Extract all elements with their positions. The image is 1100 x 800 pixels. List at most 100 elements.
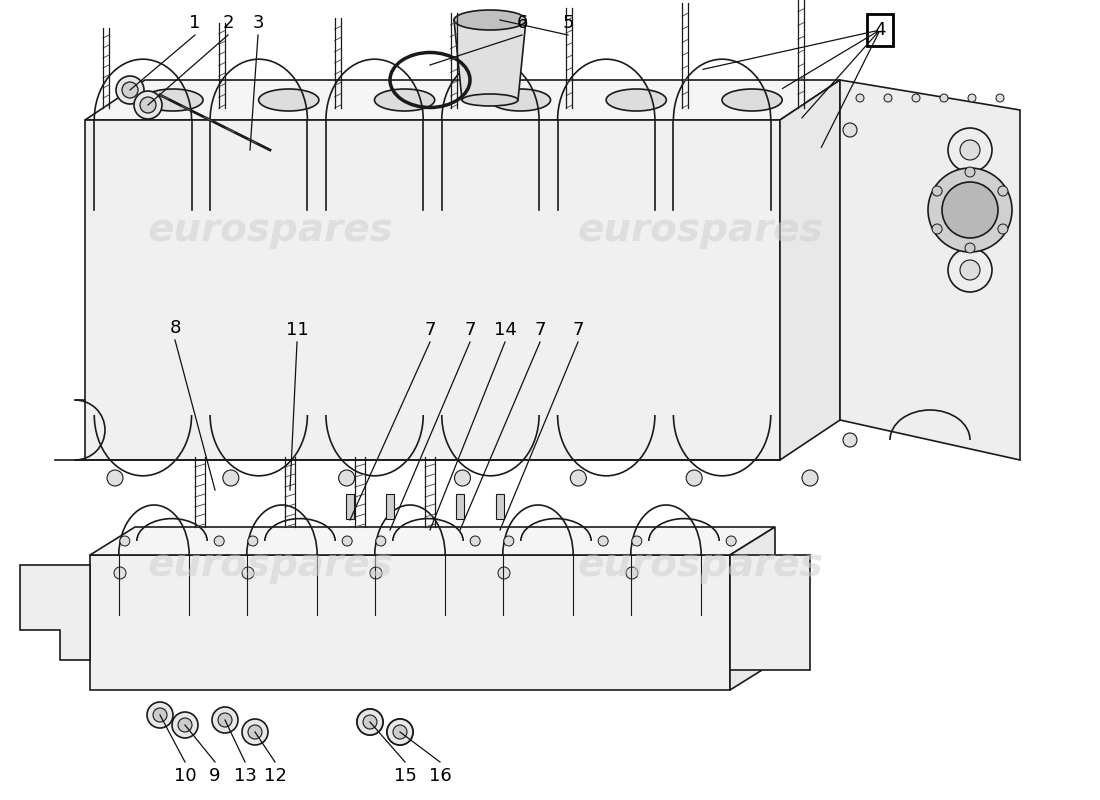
Circle shape (726, 536, 736, 546)
Circle shape (223, 470, 239, 486)
Circle shape (218, 713, 232, 727)
Ellipse shape (491, 89, 550, 111)
Circle shape (932, 186, 942, 196)
Circle shape (996, 94, 1004, 102)
Circle shape (363, 715, 377, 729)
Circle shape (387, 719, 412, 745)
Circle shape (172, 712, 198, 738)
Polygon shape (840, 80, 1020, 460)
Circle shape (387, 719, 412, 745)
Circle shape (968, 94, 976, 102)
Text: 1: 1 (189, 14, 200, 32)
Polygon shape (90, 555, 730, 690)
Polygon shape (85, 80, 840, 120)
Polygon shape (730, 555, 810, 670)
Text: eurospares: eurospares (147, 546, 393, 584)
Circle shape (363, 715, 377, 729)
Polygon shape (85, 120, 780, 460)
Circle shape (393, 725, 407, 739)
Circle shape (122, 82, 138, 98)
Polygon shape (456, 494, 464, 519)
Circle shape (339, 470, 354, 486)
Text: 7: 7 (464, 321, 475, 339)
Text: 7: 7 (425, 321, 436, 339)
Circle shape (214, 536, 224, 546)
Circle shape (140, 97, 156, 113)
Text: 7: 7 (572, 321, 584, 339)
Text: eurospares: eurospares (578, 546, 823, 584)
Text: 4: 4 (874, 21, 886, 39)
Circle shape (686, 470, 702, 486)
Text: 7: 7 (535, 321, 546, 339)
Text: 13: 13 (233, 767, 256, 785)
Ellipse shape (606, 89, 667, 111)
Circle shape (960, 140, 980, 160)
Circle shape (965, 167, 975, 177)
Ellipse shape (722, 89, 782, 111)
Ellipse shape (258, 89, 319, 111)
Circle shape (856, 94, 864, 102)
Text: 2: 2 (222, 14, 233, 32)
Circle shape (754, 567, 766, 579)
Circle shape (242, 567, 254, 579)
Circle shape (153, 708, 167, 722)
Circle shape (940, 94, 948, 102)
Circle shape (470, 536, 481, 546)
Polygon shape (454, 20, 526, 100)
Text: 3: 3 (252, 14, 264, 32)
Text: 5: 5 (562, 14, 574, 32)
Circle shape (454, 470, 471, 486)
Circle shape (134, 91, 162, 119)
Circle shape (998, 224, 1008, 234)
Polygon shape (780, 80, 840, 460)
Circle shape (116, 76, 144, 104)
Ellipse shape (374, 89, 434, 111)
Circle shape (342, 536, 352, 546)
Text: 8: 8 (169, 319, 180, 337)
Circle shape (358, 709, 383, 735)
Text: 9: 9 (209, 767, 221, 785)
Circle shape (242, 719, 268, 745)
Circle shape (248, 725, 262, 739)
Circle shape (626, 567, 638, 579)
Circle shape (114, 567, 126, 579)
Text: 12: 12 (264, 767, 286, 785)
Circle shape (358, 709, 383, 735)
Circle shape (843, 433, 857, 447)
Ellipse shape (462, 94, 518, 106)
Circle shape (884, 94, 892, 102)
Text: eurospares: eurospares (147, 211, 393, 249)
Circle shape (631, 536, 641, 546)
Polygon shape (346, 494, 354, 519)
Polygon shape (20, 565, 90, 660)
Circle shape (120, 536, 130, 546)
Circle shape (843, 123, 857, 137)
Circle shape (928, 168, 1012, 252)
Circle shape (912, 94, 920, 102)
Circle shape (942, 182, 998, 238)
Circle shape (107, 470, 123, 486)
Circle shape (802, 470, 818, 486)
Polygon shape (90, 527, 776, 555)
Ellipse shape (143, 89, 204, 111)
Circle shape (965, 243, 975, 253)
Circle shape (147, 702, 173, 728)
Circle shape (570, 470, 586, 486)
Circle shape (504, 536, 514, 546)
Circle shape (960, 200, 980, 220)
Circle shape (960, 260, 980, 280)
Circle shape (370, 567, 382, 579)
Circle shape (393, 725, 407, 739)
Circle shape (248, 536, 257, 546)
Circle shape (212, 707, 238, 733)
Circle shape (498, 567, 510, 579)
Circle shape (376, 536, 386, 546)
Text: 10: 10 (174, 767, 196, 785)
Polygon shape (496, 494, 504, 519)
Circle shape (998, 186, 1008, 196)
Text: 14: 14 (494, 321, 516, 339)
Text: 11: 11 (286, 321, 308, 339)
Text: 16: 16 (429, 767, 451, 785)
Text: 15: 15 (394, 767, 417, 785)
Circle shape (178, 718, 192, 732)
